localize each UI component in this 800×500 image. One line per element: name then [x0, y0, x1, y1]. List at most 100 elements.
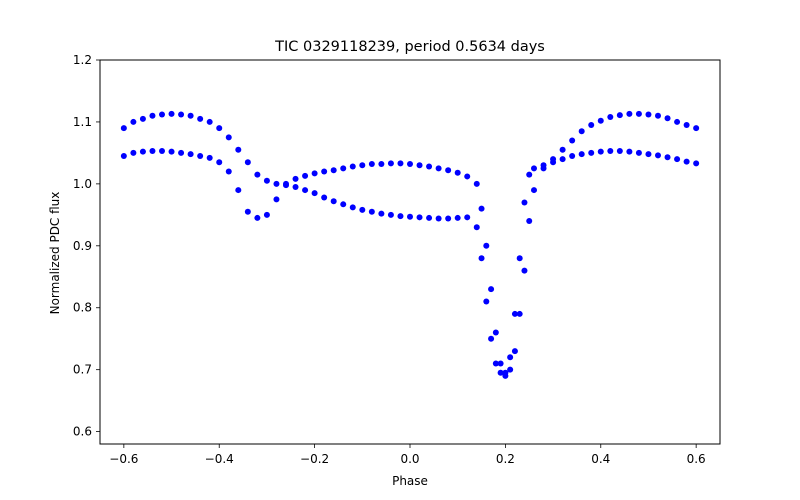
data-point [607, 148, 614, 155]
data-point [507, 366, 514, 373]
data-point [330, 198, 337, 205]
data-point [225, 134, 232, 141]
data-point [302, 172, 309, 179]
data-point [426, 214, 433, 221]
data-point [683, 122, 690, 129]
data-points [120, 110, 700, 379]
data-point [197, 153, 204, 159]
data-point [445, 167, 452, 174]
data-point [387, 211, 394, 218]
data-point [473, 180, 480, 187]
data-point [693, 125, 700, 132]
data-point [359, 206, 366, 213]
data-point [311, 170, 318, 177]
data-point [216, 159, 223, 166]
data-point [645, 111, 652, 118]
y-axis-label: Normalized PDC flux [48, 192, 62, 315]
data-point [359, 162, 366, 169]
data-point [674, 118, 681, 125]
data-point [616, 148, 623, 155]
data-point [340, 201, 347, 208]
data-point [635, 149, 642, 156]
data-point [626, 148, 633, 155]
data-point [273, 196, 280, 203]
x-tick-label: −0.4 [205, 452, 234, 466]
data-point [387, 160, 394, 167]
data-point [655, 152, 661, 159]
y-tick-label: 1.2 [73, 53, 92, 67]
data-point [187, 112, 194, 119]
data-point [416, 214, 423, 221]
data-point [206, 154, 213, 161]
data-point [502, 372, 509, 379]
data-point [488, 335, 495, 342]
data-point [292, 175, 299, 182]
data-point [349, 204, 356, 211]
data-point [244, 159, 251, 166]
data-point [168, 148, 175, 155]
data-point [273, 180, 280, 187]
data-point [683, 158, 690, 165]
data-point [340, 165, 347, 172]
data-point [407, 161, 413, 168]
data-point [178, 111, 185, 118]
data-point [559, 156, 566, 163]
data-point [397, 160, 404, 167]
data-point [435, 215, 442, 222]
data-point [120, 153, 127, 159]
data-point [569, 153, 576, 159]
data-point [521, 267, 528, 274]
y-axis-ticks: 0.6 0.7 0.8 0.9 1.0 1.1 1.2 [73, 53, 100, 439]
data-point [445, 215, 452, 222]
data-point [378, 210, 385, 217]
data-point [187, 151, 194, 158]
data-point [693, 160, 700, 167]
y-tick-label: 0.9 [73, 239, 92, 253]
data-point [321, 168, 328, 175]
data-point [235, 187, 242, 194]
chart-title: TIC 0329118239, period 0.5634 days [274, 39, 545, 55]
data-point [263, 177, 270, 184]
data-point [483, 242, 490, 249]
data-point [511, 348, 518, 355]
data-point [674, 156, 681, 163]
data-point [225, 168, 232, 175]
data-point [473, 224, 480, 231]
data-point [378, 161, 385, 168]
data-point [130, 118, 137, 125]
data-point [368, 161, 375, 168]
data-point [330, 167, 337, 174]
data-point [149, 148, 156, 155]
data-point [531, 187, 537, 194]
data-point [588, 122, 595, 129]
data-point [159, 111, 165, 118]
data-point [168, 110, 175, 117]
data-point [540, 165, 547, 172]
data-point [159, 148, 165, 155]
data-point [197, 115, 204, 122]
data-point [426, 163, 433, 170]
data-point [559, 146, 566, 153]
data-point [626, 110, 633, 117]
data-point [664, 115, 671, 122]
data-point [516, 255, 523, 262]
data-point [397, 213, 404, 220]
data-point [488, 286, 495, 293]
data-point [607, 113, 614, 120]
data-point [507, 354, 514, 361]
data-point [254, 214, 261, 221]
x-tick-label: −0.6 [109, 452, 138, 466]
data-point [478, 255, 485, 262]
data-point [497, 360, 504, 367]
data-point [149, 112, 156, 119]
x-tick-label: 0.6 [687, 452, 706, 466]
data-point [531, 165, 537, 172]
data-point [526, 218, 533, 225]
data-point [206, 118, 213, 125]
data-point [454, 214, 461, 221]
data-point [254, 171, 261, 178]
data-point [263, 211, 270, 218]
data-point [349, 163, 356, 170]
